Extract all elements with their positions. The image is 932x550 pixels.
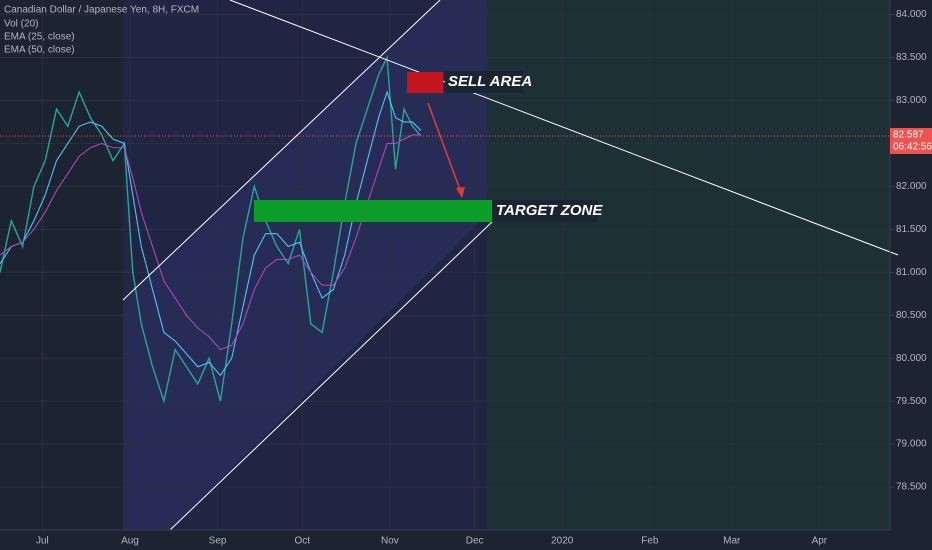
x-tick-label: Apr bbox=[812, 536, 828, 547]
y-tick-label: 79.000 bbox=[896, 439, 927, 450]
x-tick-label: Oct bbox=[295, 536, 311, 547]
annotation: SELL AREA bbox=[448, 73, 532, 90]
y-tick-label: 80.500 bbox=[896, 310, 927, 321]
countdown: 06:42:56 bbox=[893, 142, 932, 153]
indicator: EMA (25, close) bbox=[4, 32, 75, 43]
axes: 78.500 79.000 79.500 80.000 80.500 81.000 81.5… bbox=[36, 9, 932, 547]
indicator: EMA (50, close) bbox=[4, 45, 75, 56]
y-tick-label: 79.500 bbox=[896, 396, 927, 407]
y-tick-label: 83.000 bbox=[896, 95, 927, 106]
y-tick-label: 81.000 bbox=[896, 267, 927, 278]
chart-title: Canadian Dollar / Japanese Yen, 8H, FXCM bbox=[4, 5, 199, 16]
sell-zone bbox=[407, 72, 443, 93]
annotation: TARGET ZONE bbox=[496, 202, 603, 219]
last-price-tag bbox=[890, 127, 932, 154]
projection-area bbox=[487, 0, 890, 530]
trend-line bbox=[229, 0, 899, 256]
last-price-label: 82.587 bbox=[893, 130, 924, 141]
arrow-head bbox=[456, 187, 465, 198]
series-line bbox=[0, 54, 422, 404]
series-line bbox=[0, 90, 422, 377]
x-tick-label: Aug bbox=[121, 536, 139, 547]
grid bbox=[0, 0, 890, 530]
channel-upper bbox=[122, 0, 441, 301]
y-tick-label: 78.500 bbox=[896, 482, 927, 493]
marks bbox=[0, 54, 890, 404]
x-tick-label: 2020 bbox=[551, 536, 574, 547]
arrow bbox=[427, 102, 463, 196]
x-tick-label: Dec bbox=[466, 536, 484, 547]
channel-fill bbox=[123, 0, 487, 530]
x-tick-label: Jul bbox=[36, 536, 49, 547]
x-tick-label: Mar bbox=[723, 536, 741, 547]
y-tick-label: 80.000 bbox=[896, 353, 927, 364]
y-tick-label: 83.500 bbox=[896, 52, 927, 63]
indicator: Vol (20) bbox=[4, 19, 38, 30]
y-tick-label: 81.500 bbox=[896, 224, 927, 235]
label-bg bbox=[445, 71, 523, 93]
target-zone bbox=[254, 200, 492, 222]
x-tick-label: Feb bbox=[641, 536, 659, 547]
label-bg bbox=[493, 200, 598, 222]
channel-lower bbox=[169, 221, 493, 531]
x-tick-label: Nov bbox=[381, 536, 399, 547]
x-tick-label: Sep bbox=[209, 536, 227, 547]
y-tick-label: 82.000 bbox=[896, 181, 927, 192]
y-tick-label: 84.000 bbox=[896, 9, 927, 20]
